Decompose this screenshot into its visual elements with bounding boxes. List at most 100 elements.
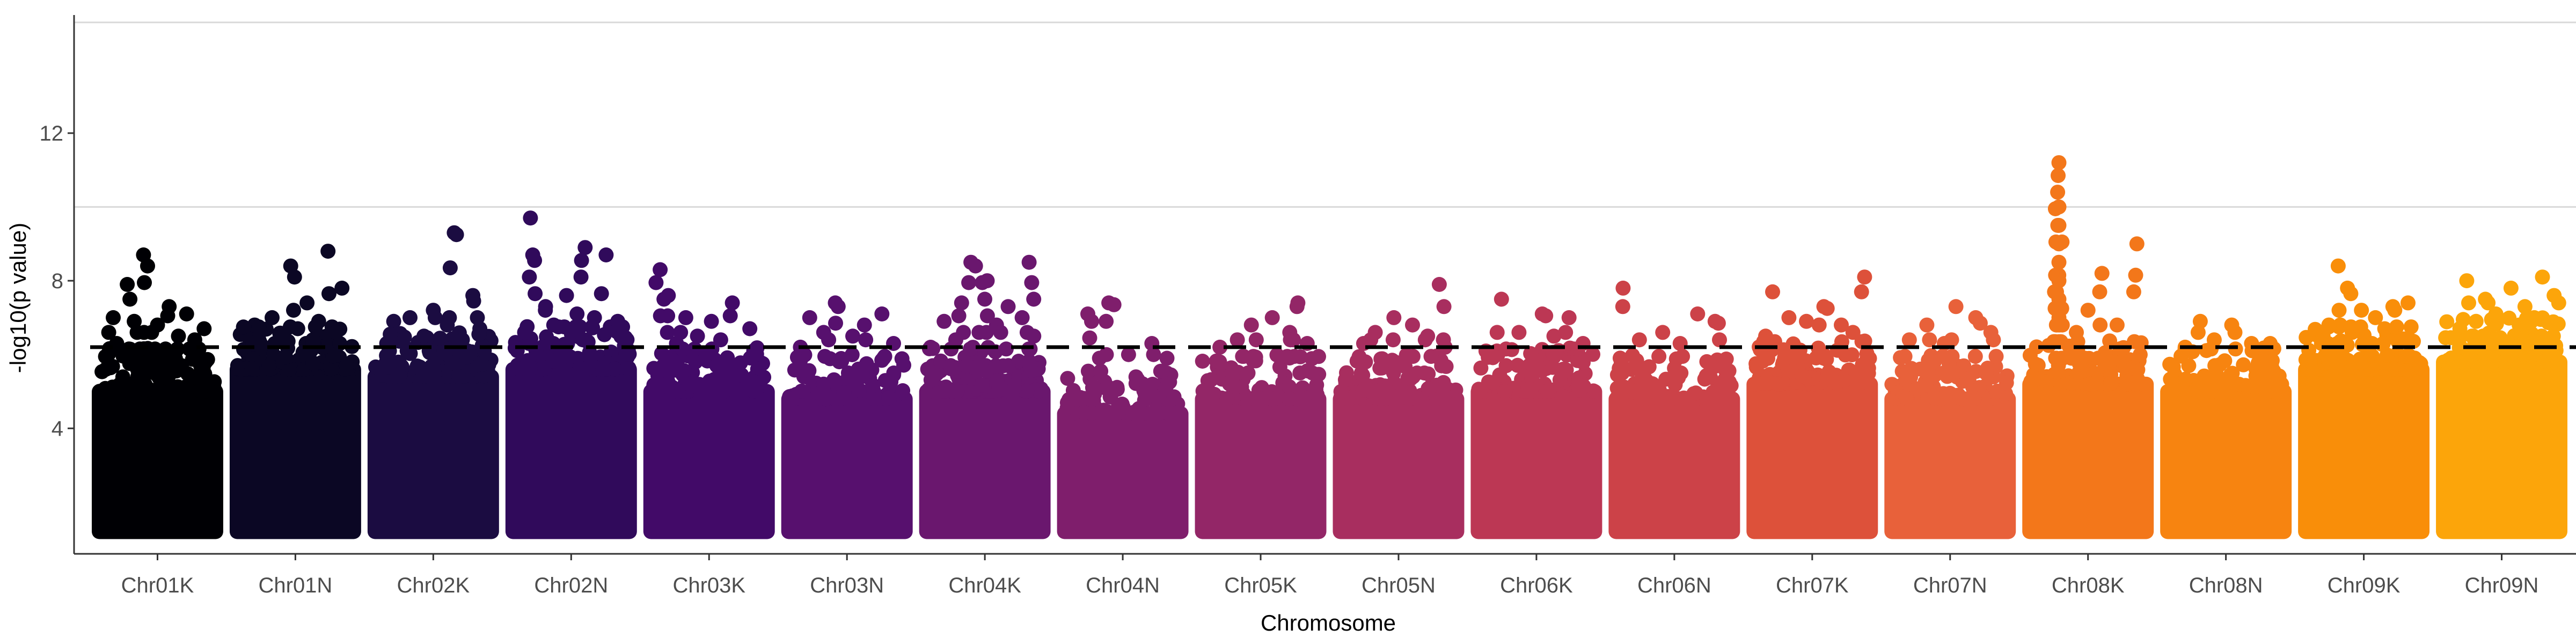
point bbox=[670, 384, 686, 399]
point bbox=[654, 346, 669, 361]
point bbox=[1385, 353, 1400, 368]
point bbox=[1240, 365, 1256, 380]
point bbox=[995, 381, 1011, 397]
peak-point bbox=[334, 280, 350, 296]
point-cloud-Chr01K bbox=[92, 384, 223, 539]
peak-point bbox=[1901, 332, 1917, 348]
peak-point bbox=[1431, 277, 1447, 292]
point bbox=[2204, 341, 2219, 357]
point bbox=[821, 332, 837, 348]
point bbox=[783, 391, 799, 407]
point bbox=[476, 368, 492, 384]
point bbox=[137, 275, 152, 290]
x-tick-label: Chr06N bbox=[1637, 574, 1711, 597]
point bbox=[1201, 387, 1216, 403]
point bbox=[1026, 291, 1042, 307]
point bbox=[2135, 376, 2151, 392]
point bbox=[734, 367, 749, 383]
point bbox=[1688, 385, 1703, 401]
point bbox=[2122, 375, 2138, 390]
point bbox=[1523, 346, 1539, 361]
peak-point bbox=[678, 310, 693, 325]
chromosome-Chr06K bbox=[1470, 291, 1602, 539]
point bbox=[568, 319, 583, 335]
point bbox=[466, 293, 481, 309]
point bbox=[718, 358, 734, 374]
peak-point bbox=[690, 328, 705, 344]
point bbox=[1423, 349, 1439, 364]
point bbox=[1417, 332, 1433, 348]
point bbox=[2207, 358, 2223, 374]
point bbox=[522, 269, 537, 285]
point bbox=[936, 383, 952, 399]
point-cloud-Chr03K bbox=[643, 384, 775, 539]
point bbox=[977, 291, 992, 307]
point bbox=[261, 358, 277, 374]
point bbox=[1373, 351, 1389, 367]
peak-point bbox=[2051, 254, 2067, 270]
point bbox=[1080, 363, 1096, 379]
x-tick-label: Chr05K bbox=[1224, 574, 1297, 597]
peak-point bbox=[1159, 350, 1175, 366]
point bbox=[1295, 391, 1310, 406]
peak-point bbox=[2051, 310, 2067, 325]
point-cloud-Chr02K bbox=[367, 369, 499, 539]
point bbox=[2331, 303, 2347, 318]
point bbox=[1497, 384, 1513, 399]
point bbox=[1110, 405, 1125, 421]
peak-point bbox=[1386, 310, 1402, 325]
point bbox=[1524, 382, 1539, 397]
point bbox=[1022, 358, 1038, 374]
peak-point bbox=[517, 325, 532, 340]
point bbox=[2461, 295, 2476, 311]
point bbox=[1956, 391, 1971, 407]
point bbox=[716, 384, 732, 399]
point bbox=[745, 374, 761, 389]
x-tick-label: Chr09N bbox=[2465, 574, 2539, 597]
peak-point bbox=[120, 277, 135, 292]
peak-point bbox=[1948, 299, 1964, 314]
point bbox=[1019, 384, 1035, 399]
peak-point bbox=[1781, 310, 1797, 325]
grid-lines bbox=[74, 21, 2576, 208]
point bbox=[867, 391, 882, 406]
point bbox=[2165, 360, 2181, 375]
point bbox=[1436, 299, 1452, 314]
point bbox=[1710, 316, 1726, 331]
point bbox=[1633, 391, 1649, 406]
point bbox=[1967, 349, 1983, 364]
point bbox=[1934, 391, 1949, 407]
peak-point bbox=[523, 210, 538, 226]
peak-point bbox=[1765, 284, 1780, 299]
point bbox=[1421, 381, 1436, 397]
point bbox=[2102, 355, 2118, 370]
point bbox=[2401, 331, 2416, 347]
point bbox=[1219, 391, 1235, 406]
peak-point bbox=[1092, 350, 1107, 366]
point-cloud-Chr07N bbox=[1884, 391, 2016, 539]
peak-point bbox=[802, 310, 817, 325]
point bbox=[129, 325, 145, 340]
point bbox=[594, 286, 609, 302]
point bbox=[2398, 349, 2414, 364]
point bbox=[1545, 360, 1561, 375]
chromosome-Chr01N bbox=[229, 244, 361, 539]
point bbox=[943, 358, 958, 374]
point bbox=[1248, 332, 1264, 348]
point bbox=[1712, 332, 1727, 348]
point bbox=[1142, 380, 1158, 396]
point bbox=[2477, 354, 2493, 370]
peak-point bbox=[2321, 317, 2337, 333]
point bbox=[1195, 354, 1210, 369]
point bbox=[1570, 353, 1585, 368]
peak-point bbox=[2517, 299, 2533, 314]
chromosome-Chr04N bbox=[1057, 295, 1189, 539]
point bbox=[1093, 363, 1109, 379]
point bbox=[2250, 355, 2266, 371]
peak-point bbox=[253, 336, 268, 351]
point bbox=[619, 332, 635, 347]
point bbox=[1417, 365, 1432, 380]
point bbox=[801, 363, 817, 378]
point bbox=[656, 358, 671, 374]
point bbox=[1816, 350, 1832, 366]
